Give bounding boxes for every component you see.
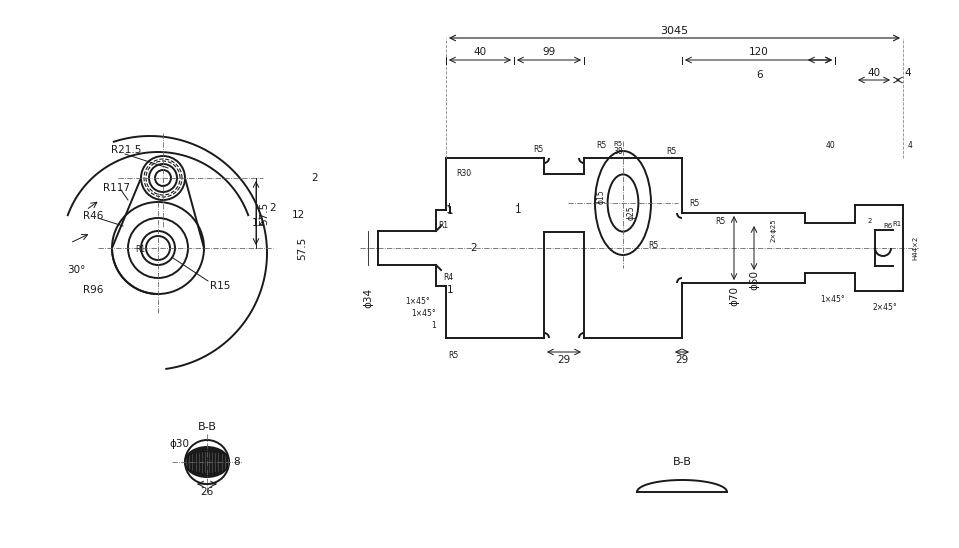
Text: 4: 4 (904, 68, 911, 78)
Text: ϕ15: ϕ15 (596, 190, 605, 204)
Text: 120: 120 (749, 47, 768, 57)
Text: 6: 6 (757, 70, 763, 80)
Text: 26: 26 (200, 487, 214, 497)
Text: 1×45°: 1×45° (406, 296, 431, 305)
Text: 38: 38 (613, 147, 622, 157)
Text: R1: R1 (135, 246, 145, 254)
Text: 1: 1 (447, 206, 454, 216)
Text: 29: 29 (675, 355, 689, 365)
Text: R15: R15 (210, 281, 230, 291)
Text: H44×2: H44×2 (912, 236, 918, 260)
Text: R5: R5 (533, 146, 543, 155)
Text: R1: R1 (438, 220, 448, 230)
Text: 40: 40 (825, 141, 835, 151)
Text: 2: 2 (471, 243, 478, 253)
Text: 57.5: 57.5 (297, 236, 307, 260)
Text: R5: R5 (666, 147, 676, 157)
Text: ϕ50: ϕ50 (749, 270, 759, 290)
Text: 2: 2 (269, 203, 276, 213)
Text: 1: 1 (447, 285, 454, 295)
Text: 30°: 30° (67, 265, 85, 275)
Text: R5: R5 (448, 351, 458, 361)
Text: 12: 12 (292, 210, 305, 220)
Text: 12: 12 (251, 218, 265, 228)
Text: ϕ25: ϕ25 (626, 206, 636, 220)
Text: ϕ70: ϕ70 (729, 286, 739, 306)
Text: 40: 40 (868, 68, 880, 78)
Text: R117: R117 (103, 183, 130, 193)
Text: R5: R5 (596, 140, 606, 150)
Text: 2×ϕ25: 2×ϕ25 (771, 218, 777, 242)
Text: R46: R46 (83, 211, 104, 221)
Text: 57.5: 57.5 (259, 201, 269, 225)
Text: 1: 1 (515, 205, 522, 215)
Text: 2: 2 (868, 218, 872, 224)
Text: R30: R30 (456, 169, 472, 179)
Text: 4: 4 (907, 141, 912, 151)
Text: R96: R96 (82, 285, 104, 295)
Text: 1: 1 (432, 322, 436, 330)
Text: R1: R1 (893, 221, 901, 227)
Text: 29: 29 (557, 355, 571, 365)
Text: 8: 8 (234, 457, 241, 467)
Text: 99: 99 (543, 47, 555, 57)
Text: 3045: 3045 (661, 26, 689, 36)
Text: R5: R5 (714, 216, 725, 225)
Text: R5: R5 (614, 141, 622, 147)
Text: 1×45°: 1×45° (821, 294, 846, 304)
Text: 2: 2 (312, 173, 318, 183)
Text: 1×45°: 1×45° (411, 310, 436, 318)
Text: ϕ34: ϕ34 (363, 288, 373, 308)
Text: B-B: B-B (672, 457, 691, 467)
Text: R5: R5 (689, 198, 699, 208)
Text: B-B: B-B (198, 422, 217, 432)
Text: ϕ30: ϕ30 (169, 439, 189, 449)
Text: R6: R6 (883, 223, 893, 229)
Text: 2×45°: 2×45° (873, 302, 898, 311)
Text: 1: 1 (446, 205, 453, 215)
Ellipse shape (185, 447, 229, 477)
Text: R5: R5 (648, 241, 658, 249)
Text: 40: 40 (474, 47, 486, 57)
Text: R21.5: R21.5 (111, 145, 141, 155)
Text: R4: R4 (443, 272, 453, 282)
